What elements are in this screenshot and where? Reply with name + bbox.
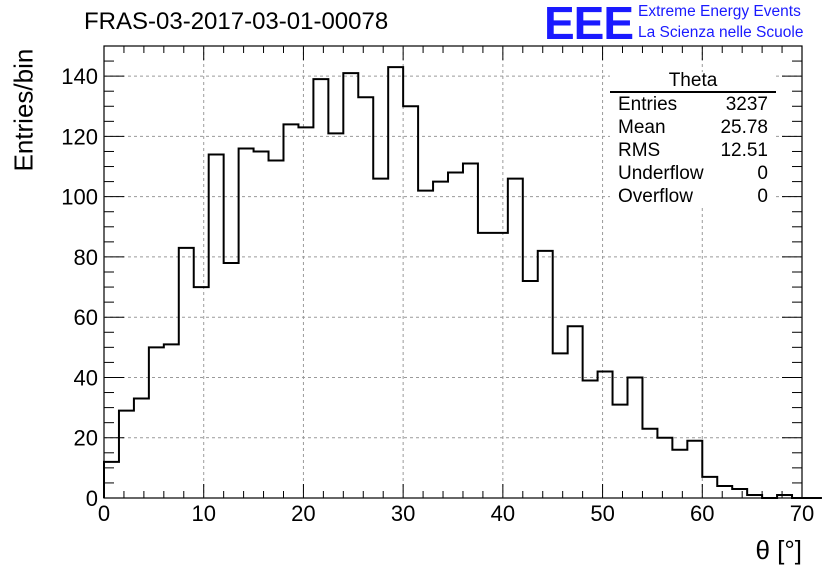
x-tick-label: 0 [98,501,110,526]
y-tick-label: 120 [61,124,98,149]
x-axis-label: θ [°] [755,535,802,565]
histogram-outline [103,66,822,499]
stats-label: Overflow [618,186,693,207]
x-tick-label: 30 [391,501,415,526]
stats-label: Entries [618,94,678,115]
x-tick-label: 10 [191,501,215,526]
y-tick-label: 20 [74,426,98,451]
y-tick-label: 40 [74,365,98,390]
eee-logo: EEE [544,0,634,49]
y-tick-label: 100 [61,185,98,210]
y-axis-label: Entries/bin [8,48,39,172]
stats-value: 0 [757,163,768,184]
y-tick-label: 140 [61,64,98,89]
stats-value: 25.78 [720,117,768,138]
eee-logo-line1: Extreme Energy Events [638,3,801,20]
stats-label: Underflow [618,163,704,184]
stats-row-mean: Mean 25.78 [610,116,776,139]
y-tick-labels: 0 20 40 60 80 100 120 140 [61,64,98,511]
x-tick-label: 50 [590,501,614,526]
stats-row-overflow: Overflow 0 [610,185,776,208]
x-tick-label: 40 [491,501,515,526]
grid-lines [104,46,802,498]
y-tick-label: 80 [74,245,98,270]
stats-row-underflow: Underflow 0 [610,162,776,185]
x-tick-label: 70 [790,501,814,526]
stats-box: Theta Entries 3237 Mean 25.78 RMS 12.51 … [610,71,776,208]
y-tick-label: 60 [74,305,98,330]
x-tick-labels: 0 10 20 30 40 50 60 70 [98,501,814,526]
stats-row-entries: Entries 3237 [610,93,776,116]
stats-label: Mean [618,117,666,138]
eee-logo-line2: La Scienza nelle Scuole [638,24,804,41]
stats-row-rms: RMS 12.51 [610,139,776,162]
y-tick-label: 0 [86,486,98,511]
chart-title: FRAS-03-2017-03-01-00078 [84,8,389,35]
stats-value: 3237 [725,94,768,115]
stats-value: 12.51 [720,140,768,161]
x-tick-label: 60 [690,501,714,526]
stats-title: Theta [610,71,776,93]
x-tick-label: 20 [291,501,315,526]
stats-label: RMS [618,140,661,161]
stats-value: 0 [757,186,768,207]
